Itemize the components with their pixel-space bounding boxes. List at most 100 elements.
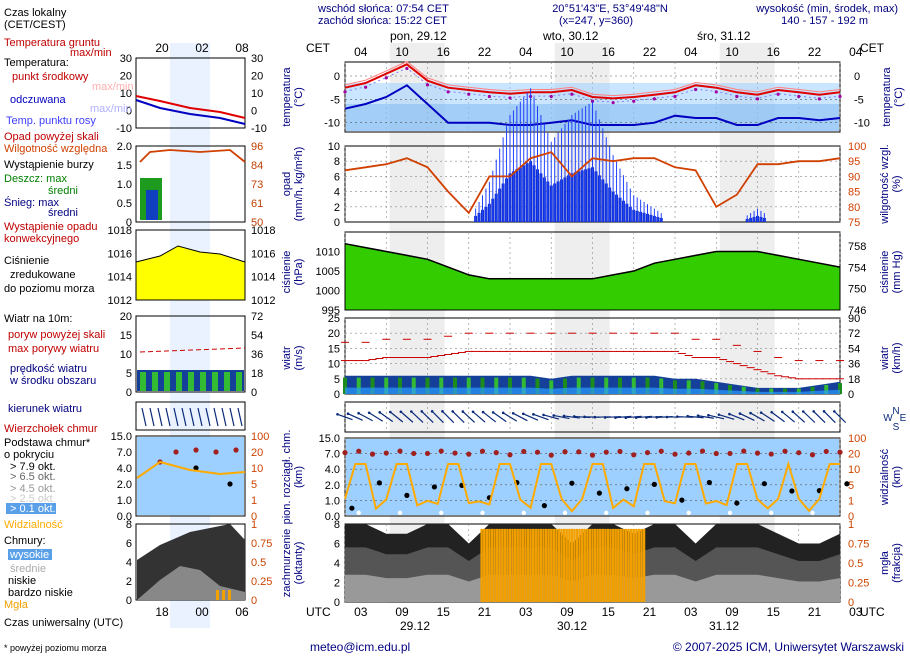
humidity-line (344, 151, 841, 215)
cloud-base-point (679, 497, 685, 503)
axis-tick: 72 (848, 328, 860, 340)
legend-cloud-base (227, 481, 233, 487)
hour-label-utc: 21 (478, 605, 492, 619)
precip-max-bar (605, 137, 607, 222)
axis-tick: 0.5 (848, 558, 863, 570)
axis-label: (km) (293, 466, 305, 488)
legend-text: max/min (92, 81, 134, 93)
wind-arrow-head (728, 412, 731, 416)
fog-bar (575, 528, 579, 602)
legend-wind-arrow (221, 407, 227, 427)
legend-tick: 96 (251, 141, 263, 153)
legend-snow-bar (146, 190, 158, 220)
cloud-top-point (424, 450, 431, 457)
legend-tick: 10 (251, 463, 263, 475)
precip-max-bar (653, 208, 655, 222)
visibility-line (344, 460, 840, 513)
legend-tick: 1016 (108, 248, 132, 260)
cloud-top-point (658, 448, 664, 454)
legend-wind-bar (224, 372, 230, 391)
ground-temp-point (425, 83, 430, 87)
wind-center-bar (356, 377, 361, 394)
legend-cloud-top (173, 449, 179, 455)
precip-max-bar (523, 97, 525, 222)
wind-arrow (781, 411, 796, 423)
fog-bar (555, 528, 558, 602)
cloud-top-point (562, 449, 568, 455)
hour-label-cet: 10 (560, 45, 574, 59)
wind-center-bar (755, 388, 760, 394)
legend-text: o pokryciu (4, 449, 54, 461)
hour-label-utc: 15 (602, 605, 616, 619)
axis-tick: 5 (848, 480, 854, 492)
wind-arrow (553, 414, 570, 420)
coords-text: 20°51'43"E, 53°49'48"N (552, 3, 668, 15)
cloud-top-point (699, 448, 706, 454)
axis-tick: 2 (334, 578, 340, 590)
wind-arrow (750, 412, 765, 422)
precip-max-bar (564, 123, 566, 222)
wind-arrow (482, 411, 497, 423)
wind-center-bar (728, 384, 732, 394)
cloud-base-thin-point (439, 510, 444, 516)
ground-temp-point (714, 90, 718, 94)
wind-arrow-head (717, 413, 721, 416)
hour-label-cet: 16 (437, 45, 451, 59)
wind-center-bar (618, 377, 622, 394)
legend-cloud-base (193, 465, 199, 471)
wind-arrow (792, 411, 806, 423)
sunset-text: zachód słońca: 15:22 CET (318, 15, 447, 27)
axis-tick: 0.25 (848, 578, 869, 590)
fog-bar (617, 528, 620, 602)
legend-tick: 1014 (108, 272, 132, 284)
precip-max-bar (581, 108, 583, 222)
fog-bar (593, 528, 597, 602)
legend-tick: 0.5 (251, 557, 266, 569)
wind-arrow-head (357, 411, 360, 415)
wind-arrow (615, 415, 632, 419)
cloud-top-point (809, 452, 816, 458)
contact-email[interactable]: meteo@icm.edu.pl (310, 640, 410, 654)
cloud-top-point (521, 448, 527, 455)
precip-max-bar (643, 201, 645, 222)
cloud-top-point (672, 451, 678, 457)
fog-bar (537, 528, 540, 602)
fog-bar (480, 528, 483, 602)
wind-arrow-head (511, 411, 515, 415)
cloud-base-point (404, 492, 410, 498)
cloud-base-thin-point (521, 510, 526, 516)
temperature-line (344, 63, 841, 100)
wind-arrow-head (812, 410, 815, 413)
cloud-top-point (782, 448, 788, 454)
ground-temp-point (508, 96, 512, 100)
cloud-top-point (534, 449, 541, 455)
legend-wind-bar (200, 372, 206, 391)
legend-temp-line (135, 95, 246, 119)
axis-label: (km/h) (891, 342, 903, 373)
fog-bar (498, 528, 501, 602)
legend-text: w środku obszaru (9, 375, 96, 387)
wind-center-bar (645, 377, 650, 394)
axis-tick: 758 (848, 241, 866, 253)
wind-center-bar (631, 377, 636, 394)
wind-arrow-head (759, 411, 763, 414)
wind-arrow-head (562, 414, 566, 418)
compass-letter: E (900, 413, 907, 424)
cloud-top-point (741, 448, 747, 454)
axis-label: ciśnienie (879, 251, 891, 294)
wind-center-bar (494, 377, 499, 394)
cet-left: CET (306, 41, 331, 55)
legend-tick: 54 (251, 330, 263, 342)
fog-bar (490, 528, 494, 602)
cloud-base-point (844, 481, 850, 487)
legend-hour: 18 (155, 605, 169, 619)
precip-max-bar (561, 128, 563, 222)
axis-label: (mm Hg) (891, 251, 903, 294)
fog-bar (524, 528, 527, 602)
wind-arrow-head (399, 410, 403, 414)
axis-tick: 80 (848, 202, 860, 214)
cloud-base-point (431, 484, 437, 490)
fog-bar (573, 528, 576, 602)
legend-wind-bar (236, 372, 242, 391)
cloud-base-thin-point (645, 510, 650, 516)
